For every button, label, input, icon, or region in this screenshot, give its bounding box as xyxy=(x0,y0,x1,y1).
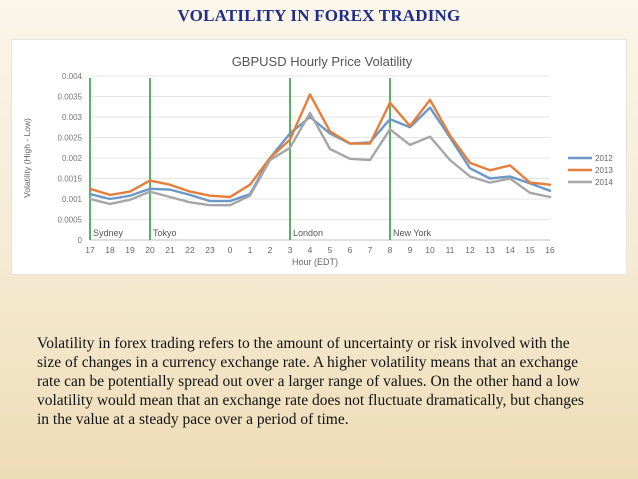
x-tick-label: 17 xyxy=(85,245,95,255)
y-tick-labels: 0 0.0005 0.001 0.0015 0.002 0.0025 0.003 0.0035… xyxy=(58,72,83,245)
x-tick-label: 1 xyxy=(248,245,253,255)
x-tick-label: 20 xyxy=(145,245,155,255)
chart-title: GBPUSD Hourly Price Volatility xyxy=(232,54,413,69)
legend-label: 2012 xyxy=(595,154,613,163)
x-tick-label: 18 xyxy=(105,245,115,255)
x-tick-label: 14 xyxy=(505,245,515,255)
x-tick-label: 19 xyxy=(125,245,135,255)
y-tick-label: 0.002 xyxy=(62,154,83,163)
slide-title: VOLATILITY IN FOREX TRADING xyxy=(177,6,461,25)
legend-label: 2013 xyxy=(595,166,613,175)
y-tick-label: 0.0025 xyxy=(58,134,83,143)
x-tick-label: 23 xyxy=(205,245,215,255)
series-line-2014 xyxy=(88,111,552,207)
x-tick-label: 21 xyxy=(165,245,175,255)
x-tick-label: 12 xyxy=(465,245,475,255)
x-tick-label: 7 xyxy=(368,245,373,255)
x-tick-label: 11 xyxy=(446,245,455,255)
y-tick-label: 0.0035 xyxy=(58,93,83,102)
y-tick-label: 0.004 xyxy=(62,72,83,81)
x-tick-label: 9 xyxy=(408,245,413,255)
series-line-2012 xyxy=(88,106,552,203)
x-axis-label: Hour (EDT) xyxy=(292,257,338,267)
x-tick-label: 2 xyxy=(268,245,273,255)
y-tick-label: 0 xyxy=(78,236,83,245)
x-tick-labels: 17 18 19 20 21 22 23 0 1 2 3 4 5 6 7 8 9 10 11 12 13 14 15 16 xyxy=(85,245,555,255)
x-tick-label: 0 xyxy=(228,245,233,255)
x-tick-label: 8 xyxy=(388,245,393,255)
x-tick-label: 22 xyxy=(185,245,195,255)
y-tick-label: 0.001 xyxy=(62,195,83,204)
x-tick-label: 15 xyxy=(525,245,535,255)
x-tick-label: 3 xyxy=(288,245,293,255)
x-tick-label: 6 xyxy=(348,245,353,255)
y-tick-label: 0.0005 xyxy=(58,216,83,225)
y-tick-label: 0.003 xyxy=(62,113,83,122)
legend: 2012 2013 2014 xyxy=(568,154,613,187)
session-label: Sydney xyxy=(93,228,124,238)
session-label: London xyxy=(293,228,323,238)
x-tick-label: 5 xyxy=(328,245,333,255)
series-lines xyxy=(88,93,552,207)
y-tick-label: 0.0015 xyxy=(58,175,83,184)
y-axis-label: Volatility (High - Low) xyxy=(22,118,32,198)
x-tick-label: 10 xyxy=(425,245,435,255)
x-tick-label: 13 xyxy=(485,245,495,255)
chart: GBPUSD Hourly Price Volatility Volatilit… xyxy=(22,54,613,267)
x-tick-label: 4 xyxy=(308,245,313,255)
grid-lines xyxy=(90,75,550,241)
series-line-2013 xyxy=(88,93,552,199)
x-tick-label: 16 xyxy=(545,245,555,255)
session-label: Tokyo xyxy=(153,228,177,238)
session-markers: Sydney Tokyo London New York xyxy=(89,78,432,240)
body-paragraph: Volatility in forex trading refers to th… xyxy=(37,335,584,428)
legend-label: 2014 xyxy=(595,178,613,187)
chart-panel: GBPUSD Hourly Price Volatility Volatilit… xyxy=(11,39,627,275)
session-label: New York xyxy=(393,228,432,238)
